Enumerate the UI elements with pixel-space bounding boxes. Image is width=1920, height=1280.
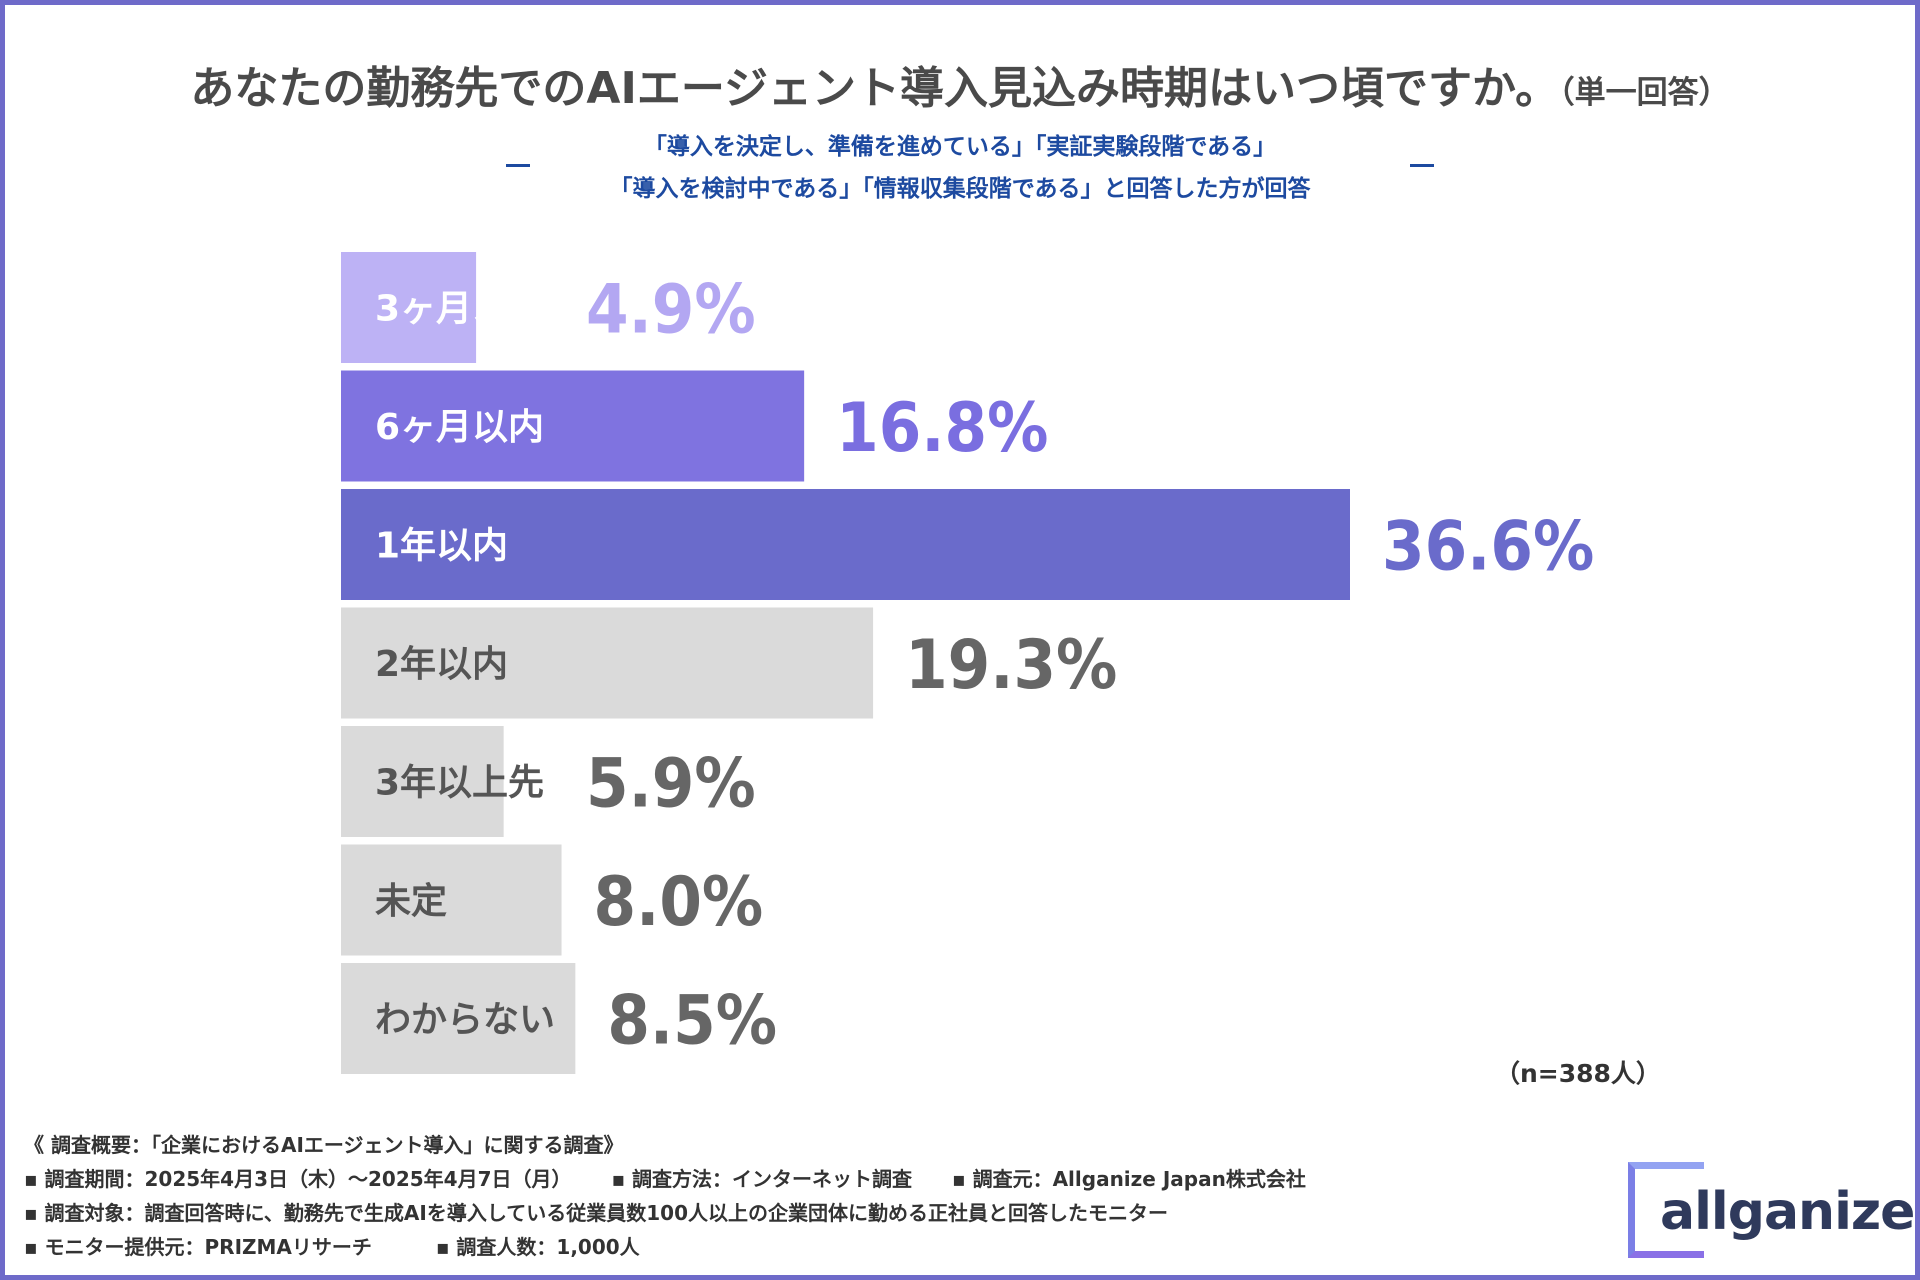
category-label-4: 3年以上先 [375,763,544,804]
category-label-5: 未定 [375,881,447,922]
bar-1 [341,370,805,482]
value-label-5: 8.0% [594,863,764,942]
chart-subtitle: 「導入を決定し、準備を進めている」「実証実験段階である」 「導入を検討中である」… [0,126,1920,210]
title-suffix: （単一回答） [1559,75,1730,111]
category-label-3: 2年以内 [375,644,508,685]
value-label-1: 16.8% [836,389,1048,468]
survey-footer: 《 調査概要：「企業におけるAIエージェント導入」に関する調査》 ▪ 調査期間：… [24,1128,1306,1264]
sample-size-label: （n=388人） [1495,1059,1661,1088]
footer-provider: ▪ モニター提供元：PRIZMAリサーチ [24,1235,372,1259]
footer-count: ▪ 調査人数：1,000人 [435,1235,640,1259]
logo-wordmark: allganize [1660,1182,1915,1242]
footer-row-2: ▪ 調査期間：2025年4月3日（木）～2025年4月7日（月） ▪ 調査方法：イ… [24,1162,1306,1196]
bar-3 [341,607,874,719]
logo-bracket-icon [1628,1162,1704,1258]
subtitle-dash-right [1410,164,1434,167]
category-label-0: 3ヶ月以内 [375,289,544,330]
category-label-1: 6ヶ月以内 [375,407,544,448]
subtitle-line-2: 「導入を検討中である」「情報収集段階である」と回答した方が回答 [609,176,1311,202]
value-label-3: 19.3% [905,626,1117,705]
bar-0 [341,252,477,363]
footer-target: ▪ 調査対象：調査回答時に、勤務先で生成AIを導入している従業員数100人以上の… [24,1201,1168,1225]
value-label-0: 4.9% [586,271,756,350]
value-label-6: 8.5% [607,982,777,1061]
allganize-logo: allganize [1628,1162,1915,1266]
title-main: あなたの勤務先でのAIエージェント導入見込み時期はいつ頃ですか。 [190,63,1560,114]
bar-6 [341,963,576,1074]
footer-method: ▪ 調査方法：インターネット調査 [611,1167,913,1191]
footer-period: ▪ 調査期間：2025年4月3日（木）～2025年4月7日（月） [24,1167,572,1191]
bar-5 [341,844,562,956]
chart-title: あなたの勤務先でのAIエージェント導入見込み時期はいつ頃ですか。（単一回答） [0,52,1920,116]
value-label-4: 5.9% [586,745,756,824]
value-label-2: 36.6% [1382,508,1594,587]
subtitle-line-1: 「導入を決定し、準備を進めている」「実証実験段階である」 [643,134,1277,160]
category-label-2: 1年以内 [375,526,508,567]
bar-4 [341,726,504,837]
footer-heading: 《 調査概要：「企業におけるAIエージェント導入」に関する調査》 [24,1133,624,1157]
category-label-6: わからない [375,1000,555,1041]
subtitle-dash-left [506,164,530,167]
bar-2 [341,489,1350,600]
footer-row-4: ▪ モニター提供元：PRIZMAリサーチ ▪ 調査人数：1,000人 [24,1230,1306,1264]
footer-source: ▪ 調査元：Allganize Japan株式会社 [952,1167,1306,1191]
